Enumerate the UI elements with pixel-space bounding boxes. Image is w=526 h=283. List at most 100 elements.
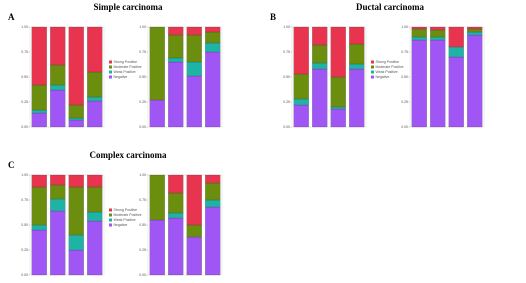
- bar-segment: [186, 34, 202, 63]
- legend-swatch: [109, 208, 112, 212]
- bar-segment: [68, 234, 84, 251]
- legend-swatch: [109, 70, 112, 74]
- legend-label: Moderate Positive: [114, 213, 142, 217]
- y-tick-label: 0.25: [21, 100, 28, 104]
- legend-label: Strong Positive: [114, 208, 138, 212]
- bar-segment: [68, 119, 84, 128]
- bar-segment: [186, 26, 202, 36]
- legend-swatch: [109, 75, 112, 79]
- y-tick-label: 1.00: [139, 173, 146, 177]
- bar-segment: [448, 46, 464, 58]
- bar-segment: [87, 174, 103, 188]
- bar-segment: [168, 26, 184, 36]
- bar-segment: [31, 229, 47, 276]
- bar-segment: [349, 43, 365, 65]
- bar-segment: [68, 104, 84, 119]
- bar-segment: [205, 51, 221, 128]
- y-tick-label: 0.50: [21, 75, 28, 79]
- bar-segment: [293, 73, 309, 100]
- legend-swatch: [109, 60, 112, 64]
- bar-segment: [149, 219, 165, 276]
- bar-segment: [68, 174, 84, 188]
- bar-segment: [87, 100, 103, 128]
- chart-title: Complex carcinoma: [89, 150, 167, 160]
- bar-segment: [205, 199, 221, 208]
- y-tick-label: 0.00: [401, 125, 408, 129]
- legend-swatch: [371, 65, 374, 69]
- legend-label: Negative: [376, 75, 390, 79]
- bar-segment: [467, 26, 483, 30]
- bar-segment: [31, 186, 47, 226]
- y-tick-label: 0.25: [139, 100, 146, 104]
- legend-swatch: [371, 60, 374, 64]
- bar-segment: [330, 26, 346, 78]
- chart-title: Simple carcinoma: [93, 2, 163, 12]
- y-tick-label: 0.25: [21, 248, 28, 252]
- y-tick-label: 0.75: [21, 198, 28, 202]
- bar-segment: [411, 39, 427, 128]
- bar-segment: [448, 26, 464, 48]
- bar-segment: [31, 26, 47, 86]
- bar-segment: [349, 63, 365, 70]
- bar-segment: [205, 42, 221, 53]
- bar-segment: [349, 68, 365, 128]
- bar-segment: [349, 26, 365, 45]
- y-tick-label: 0.00: [139, 125, 146, 129]
- y-tick-label: 0.75: [139, 50, 146, 54]
- bar-segment: [330, 108, 346, 128]
- y-tick-label: 0.25: [401, 100, 408, 104]
- bar-segment: [50, 198, 66, 212]
- bar-segment: [186, 61, 202, 77]
- bar-segment: [87, 220, 103, 276]
- bar-segment: [168, 34, 184, 59]
- bar-segment: [186, 224, 202, 238]
- bar-segment: [50, 174, 66, 186]
- y-tick-label: 0.25: [139, 248, 146, 252]
- bar-segment: [312, 68, 328, 128]
- y-tick-label: 1.00: [21, 173, 28, 177]
- bar-segment: [168, 192, 184, 214]
- bar-segment: [31, 224, 47, 231]
- bar-segment: [87, 211, 103, 222]
- legend-swatch: [109, 213, 112, 217]
- legend-swatch: [109, 223, 112, 227]
- y-tick-label: 1.00: [21, 25, 28, 29]
- bar-segment: [31, 112, 47, 128]
- y-tick-label: 0.50: [139, 75, 146, 79]
- bar-segment: [205, 26, 221, 33]
- bar-segment: [467, 28, 483, 33]
- panel-letter: C: [8, 160, 15, 170]
- legend-label: Strong Positive: [114, 60, 138, 64]
- bar-segment: [87, 96, 103, 102]
- y-tick-label: 1.00: [139, 25, 146, 29]
- y-tick-label: 0.00: [283, 125, 290, 129]
- bar-segment: [205, 182, 221, 201]
- y-tick-label: 0.00: [21, 273, 28, 277]
- bar-segment: [50, 210, 66, 276]
- bar-segment: [31, 109, 47, 114]
- y-tick-label: 0.00: [21, 125, 28, 129]
- legend-label: Strong Positive: [376, 60, 400, 64]
- legend-label: Moderate Positive: [376, 65, 404, 69]
- bar-segment: [149, 26, 165, 101]
- bar-segment: [186, 75, 202, 128]
- legend-label: Moderate Positive: [114, 65, 142, 69]
- bar-segment: [50, 89, 66, 128]
- bar-segment: [186, 174, 202, 226]
- legend-swatch: [371, 75, 374, 79]
- bar-segment: [430, 36, 446, 41]
- bar-segment: [68, 117, 84, 121]
- bar-segment: [68, 186, 84, 236]
- bar-segment: [448, 56, 464, 128]
- y-tick-label: 0.50: [139, 223, 146, 227]
- bar-segment: [430, 26, 446, 31]
- bar-segment: [50, 84, 66, 91]
- panel-letter: A: [8, 12, 15, 22]
- bar-segment: [168, 217, 184, 276]
- legend-swatch: [371, 70, 374, 74]
- bar-segment: [168, 57, 184, 63]
- bar-segment: [430, 39, 446, 128]
- bar-segment: [50, 184, 66, 200]
- y-tick-label: 0.75: [401, 50, 408, 54]
- y-tick-label: 1.00: [283, 25, 290, 29]
